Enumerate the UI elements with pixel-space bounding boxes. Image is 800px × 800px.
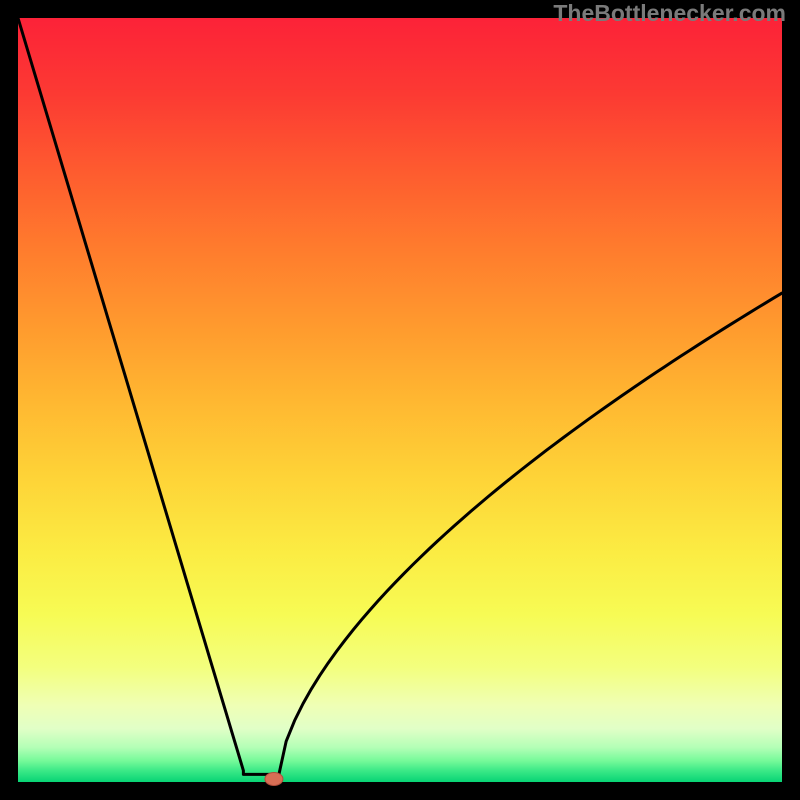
watermark-text: TheBottlenecker.com (553, 0, 786, 27)
optimal-point-marker (265, 772, 283, 785)
bottleneck-chart (0, 0, 800, 800)
